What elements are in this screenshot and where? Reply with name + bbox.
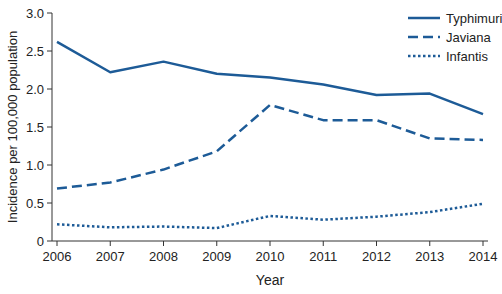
y-axis-label: Incidence per 100,000 population — [5, 31, 20, 223]
x-tick-label: 2014 — [469, 249, 498, 264]
legend-swatch — [408, 17, 440, 20]
x-tick-label: 2011 — [309, 249, 337, 264]
x-tick — [163, 241, 164, 246]
y-tick — [47, 165, 52, 166]
x-tick — [376, 241, 377, 246]
y-tick-label: 1.0 — [26, 158, 44, 173]
x-tick-label: 2012 — [362, 249, 391, 264]
legend-swatch — [408, 55, 440, 58]
y-tick — [47, 127, 52, 128]
x-tick — [270, 241, 271, 246]
y-tick-label: 2.0 — [26, 82, 44, 97]
y-tick-label: 1.5 — [26, 120, 44, 135]
x-tick-label: 2008 — [149, 249, 178, 264]
x-tick-label: 2009 — [202, 249, 231, 264]
x-tick-label: 2006 — [43, 249, 72, 264]
plot-lines — [57, 42, 483, 228]
y-tick-label: 0 — [37, 234, 44, 249]
x-tick — [110, 241, 111, 246]
y-tick-label: 3.0 — [26, 6, 44, 21]
legend-label: Typhimurium — [446, 11, 502, 26]
y-tick — [47, 13, 52, 14]
series-line — [57, 204, 483, 228]
x-tick — [216, 241, 217, 246]
chart: 0 0.5 1.0 1.5 2.0 2.5 3.0 2006 2007 2008 2009 2010 2… — [0, 0, 502, 294]
y-tick — [47, 203, 52, 204]
x-tick-label: 2013 — [415, 249, 444, 264]
y-tick — [47, 51, 52, 52]
y-tick — [47, 241, 52, 242]
x-tick — [429, 241, 430, 246]
x-tick — [57, 241, 58, 246]
x-tick — [483, 241, 484, 246]
x-tick-label: 2010 — [256, 249, 285, 264]
y-tick-label: 2.5 — [26, 44, 44, 59]
y-tick-label: 0.5 — [26, 196, 44, 211]
y-tick — [47, 89, 52, 90]
legend-label: Infantis — [446, 49, 488, 64]
legend-label: Javiana — [446, 30, 492, 45]
series-line — [57, 105, 483, 189]
x-tick — [323, 241, 324, 246]
legend-swatch — [408, 36, 440, 39]
series-line — [57, 42, 483, 114]
x-axis-label: Year — [256, 272, 285, 288]
x-tick-label: 2007 — [96, 249, 125, 264]
legend: Typhimurium Javiana Infantis — [408, 11, 502, 64]
